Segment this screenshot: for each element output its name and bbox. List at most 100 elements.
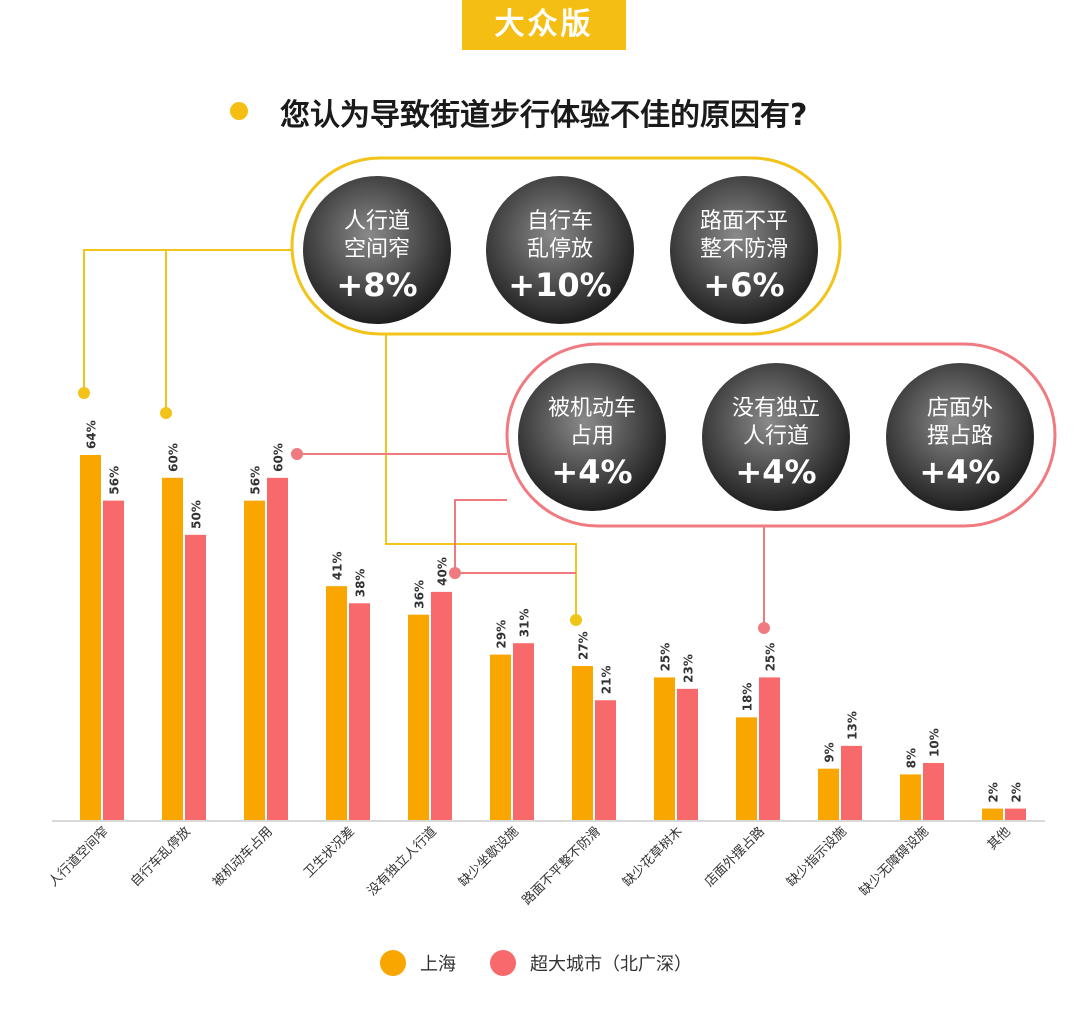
bar-megacity xyxy=(185,534,206,820)
bar-shanghai xyxy=(900,774,921,820)
tick-label: 路面不平整不防滑 xyxy=(519,824,604,909)
data-label: 13% xyxy=(846,711,860,740)
data-label: 21% xyxy=(600,666,614,695)
callout-photo xyxy=(886,363,1034,511)
tick-label: 人行道空间窄 xyxy=(45,824,111,890)
callout-label-line2: 空间窄 xyxy=(344,237,410,262)
legend-swatch-shanghai xyxy=(380,950,406,976)
data-label: 60% xyxy=(272,443,286,472)
data-label: 18% xyxy=(741,683,755,712)
data-label: 8% xyxy=(905,748,919,768)
bar-megacity xyxy=(595,700,616,820)
tick-label: 卫生状况差 xyxy=(301,824,358,881)
bar-shanghai xyxy=(818,768,839,820)
connector-dot xyxy=(160,407,172,419)
legend-item-megacity: 超大城市（北广深） xyxy=(490,950,692,976)
data-label: 56% xyxy=(108,466,122,495)
data-label: 36% xyxy=(413,580,427,609)
callout-connectors xyxy=(78,249,770,634)
callout-photo xyxy=(518,363,666,511)
data-label: 56% xyxy=(249,466,263,495)
bar-megacity xyxy=(841,745,862,820)
question-bullet xyxy=(230,102,248,120)
data-label: 40% xyxy=(436,557,450,586)
callout-label-line1: 被机动车 xyxy=(548,396,636,421)
data-label: 64% xyxy=(85,420,99,449)
callout-photo xyxy=(670,176,818,324)
data-label: 2% xyxy=(987,782,1001,802)
legend-swatch-megacity xyxy=(490,950,516,976)
bar-shanghai xyxy=(982,808,1003,820)
callout-label-line1: 店面外 xyxy=(927,396,993,421)
data-label: 27% xyxy=(577,631,591,660)
bar-shanghai xyxy=(736,717,757,820)
data-label: 29% xyxy=(495,620,509,649)
data-label: 23% xyxy=(682,654,696,683)
data-label: 25% xyxy=(659,643,673,672)
question-title: 您认为导致街道步行体验不佳的原因有? xyxy=(280,98,808,133)
bar-megacity xyxy=(431,591,452,820)
callout-delta: +4% xyxy=(735,453,816,491)
callout-photo xyxy=(303,176,451,324)
data-label: 50% xyxy=(190,500,204,529)
connector-dot xyxy=(78,387,90,399)
legend: 上海 超大城市（北广深） xyxy=(380,950,726,976)
data-label: 41% xyxy=(331,551,345,580)
edition-badge: 大众版 xyxy=(462,0,626,50)
callout-groups: 人行道空间窄 +8% 自行车乱停放 +10% 路面不平整不防滑 +6% 被机动车占用 +4% 没… xyxy=(290,156,1057,528)
bar-megacity xyxy=(349,603,370,820)
tick-label: 缺少花草树木 xyxy=(619,824,685,890)
connector-dot xyxy=(449,567,461,579)
x-axis: 人行道空间窄 自行车乱停放 被机动车占用 卫生状况差 没有独立人行道 缺少坐歇设施路面不平… xyxy=(45,820,1045,909)
bar-shanghai xyxy=(654,677,675,820)
connector-no-sidewalk xyxy=(454,499,507,573)
bar-megacity xyxy=(267,477,288,820)
callout-delta: +4% xyxy=(551,453,632,491)
connector-uneven-pavement xyxy=(385,334,577,620)
bar-megacity xyxy=(923,762,944,820)
bar-shanghai xyxy=(326,586,347,820)
tick-label: 自行车乱停放 xyxy=(127,824,193,890)
tick-label: 被机动车占用 xyxy=(209,824,275,890)
tick-label: 店面外摆占路 xyxy=(701,824,767,890)
data-label: 2% xyxy=(1010,782,1024,802)
callout-label-line2: 整不防滑 xyxy=(700,237,788,262)
bar-shanghai xyxy=(408,614,429,820)
connector-dot xyxy=(758,622,770,634)
data-label: 60% xyxy=(167,443,181,472)
bar-megacity xyxy=(677,688,698,820)
data-label: 25% xyxy=(764,643,778,672)
data-label: 38% xyxy=(354,569,368,598)
callout-delta: +8% xyxy=(336,266,417,304)
callout-label-line1: 自行车 xyxy=(527,209,593,234)
callout-delta: +4% xyxy=(919,453,1000,491)
legend-label-megacity: 超大城市（北广深） xyxy=(530,954,692,975)
data-label: 9% xyxy=(823,742,837,762)
bar-megacity xyxy=(1005,808,1026,820)
callout-label-line1: 路面不平 xyxy=(700,209,788,234)
callout-delta: +6% xyxy=(703,266,784,304)
callout-label-line1: 没有独立 xyxy=(732,396,820,421)
bars: 64% 56% 60% 50% 56% 60% 41% 38% 36% 40% 29% 31% 27% 2… xyxy=(80,420,1026,820)
bar-shanghai xyxy=(490,654,511,820)
callout-label-line2: 乱停放 xyxy=(527,237,593,262)
callout-label-line1: 人行道 xyxy=(344,209,410,234)
callout-label-line2: 占用 xyxy=(570,424,614,449)
bar-megacity xyxy=(513,643,534,820)
bar-shanghai xyxy=(244,500,265,820)
data-label: 31% xyxy=(518,608,532,637)
legend-item-shanghai: 上海 xyxy=(380,950,456,976)
connector-dot xyxy=(570,614,582,626)
callout-photo xyxy=(702,363,850,511)
connector-dot xyxy=(291,448,303,460)
callout-photo xyxy=(486,176,634,324)
tick-label: 其他 xyxy=(985,824,1014,853)
callout-label-line2: 摆占路 xyxy=(927,424,993,449)
tick-label: 没有独立人行道 xyxy=(365,824,440,899)
data-label: 10% xyxy=(928,728,942,757)
callout-delta: +10% xyxy=(508,266,611,304)
bar-shanghai xyxy=(162,477,183,820)
legend-label-shanghai: 上海 xyxy=(420,954,456,975)
bar-megacity xyxy=(103,500,124,820)
bar-shanghai xyxy=(572,666,593,820)
